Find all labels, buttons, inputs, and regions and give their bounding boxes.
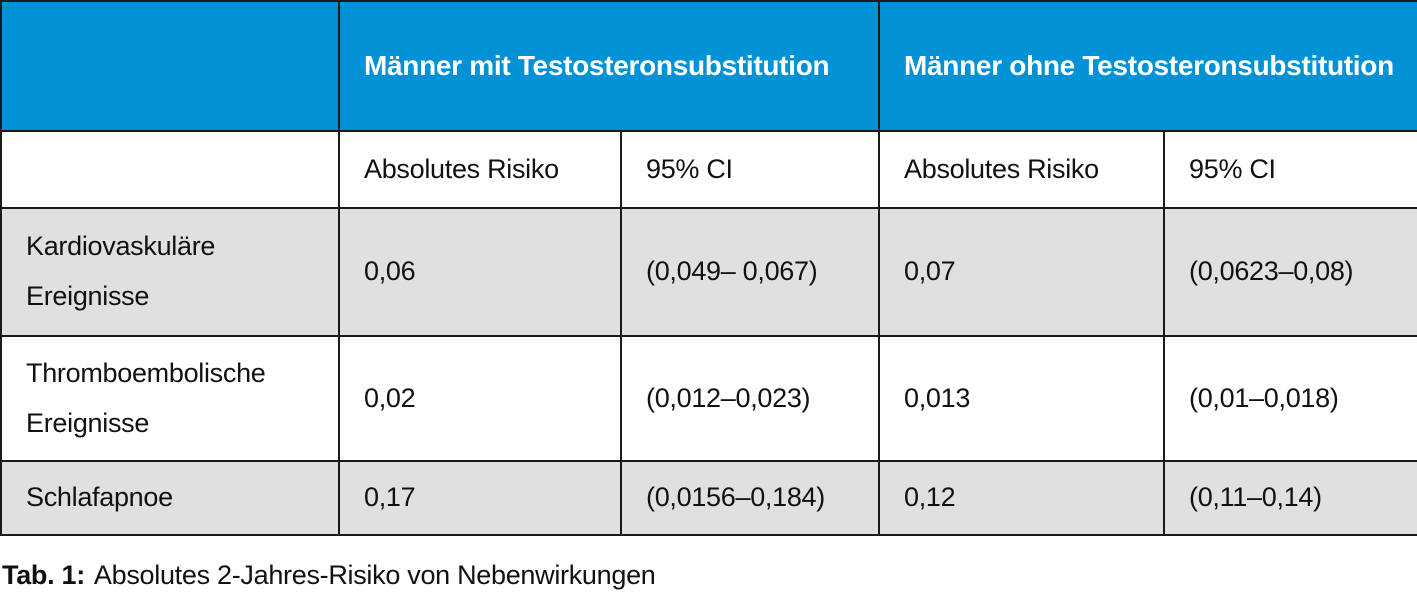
cell-risk-without: 0,12 <box>878 460 1166 536</box>
cell-risk-without: 0,013 <box>878 335 1166 462</box>
cell-risk-with: 0,02 <box>338 335 622 462</box>
cell-ci-with: (0,049– 0,067) <box>619 207 881 337</box>
group-header-men-without-testosterone: Männer ohne Testosteronsubstitution <box>878 0 1417 132</box>
cell-risk-with: 0,17 <box>338 460 622 536</box>
cell-ci-with: (0,0156–0,184) <box>619 460 881 536</box>
subheader-empty-cell <box>0 130 340 209</box>
subheader-ci-with: 95% CI <box>619 130 881 209</box>
corner-header-cell <box>0 0 340 132</box>
row-label: Schlafapnoe <box>0 460 340 536</box>
table-caption: Tab. 1: Absolutes 2-Jahres-Risiko von Neb… <box>2 560 1417 591</box>
cell-ci-without: (0,11–0,14) <box>1163 460 1417 536</box>
subheader-ci-without: 95% CI <box>1163 130 1417 209</box>
cell-ci-without: (0,0623–0,08) <box>1163 207 1417 337</box>
group-header-row: Männer mit Testosteronsubstitution Männe… <box>0 0 1417 132</box>
table-caption-text: Absolutes 2-Jahres-Risiko von Nebenwirku… <box>93 560 656 590</box>
row-label: Kardiovaskuläre Ereignisse <box>0 207 340 337</box>
subheader-absolute-risk-without: Absolutes Risiko <box>878 130 1166 209</box>
cell-ci-without: (0,01–0,018) <box>1163 335 1417 462</box>
cell-risk-without: 0,07 <box>878 207 1166 337</box>
table-row-cardiovascular: Kardiovaskuläre Ereignisse 0,06 (0,049– … <box>0 207 1417 337</box>
risk-table: Männer mit Testosteronsubstitution Männe… <box>0 0 1417 536</box>
sub-header-row: Absolutes Risiko 95% CI Absolutes Risiko… <box>0 130 1417 209</box>
cell-risk-with: 0,06 <box>338 207 622 337</box>
table-row-thromboembolic: Thromboembolische Ereignisse 0,02 (0,012… <box>0 335 1417 462</box>
subheader-absolute-risk-with: Absolutes Risiko <box>338 130 622 209</box>
row-label: Thromboembolische Ereignisse <box>0 335 340 462</box>
group-header-men-with-testosterone: Männer mit Testosteronsubstitution <box>337 0 881 132</box>
cell-ci-with: (0,012–0,023) <box>619 335 881 462</box>
table-caption-number: Tab. 1: <box>2 560 85 590</box>
table-row-sleep-apnea: Schlafapnoe 0,17 (0,0156–0,184) 0,12 (0,… <box>0 460 1417 536</box>
